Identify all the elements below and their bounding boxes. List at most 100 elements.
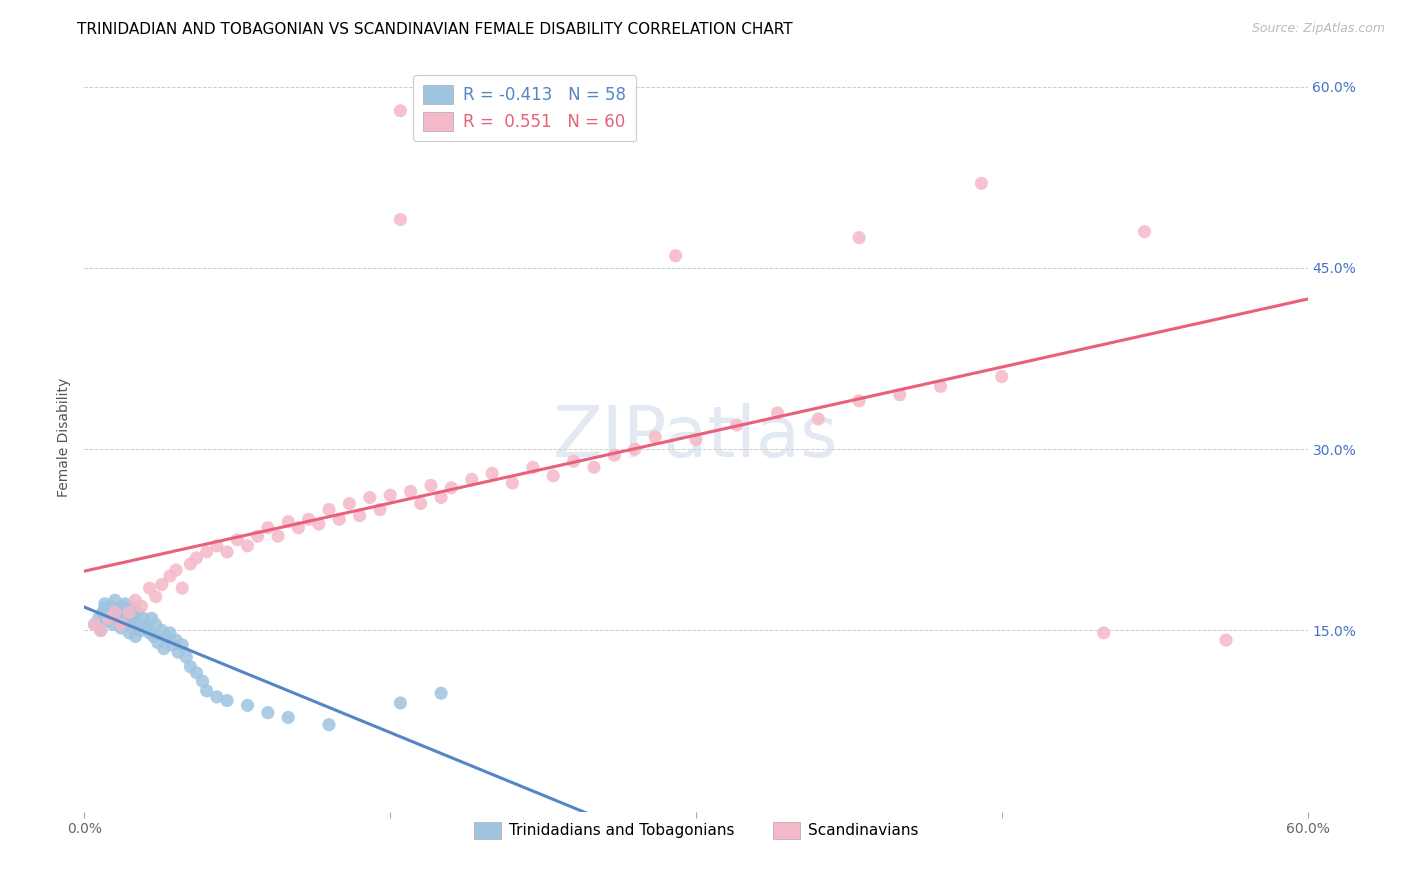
Point: [389, 696, 412, 710]
Point: [246, 529, 269, 543]
Point: [179, 659, 201, 673]
Point: [186, 665, 208, 680]
Point: [461, 472, 484, 486]
Point: [991, 369, 1014, 384]
Point: [318, 717, 340, 731]
Point: [110, 621, 132, 635]
Point: [87, 611, 110, 625]
Point: [167, 645, 190, 659]
Point: [236, 539, 259, 553]
Point: [359, 491, 381, 505]
Point: [848, 393, 870, 408]
Point: [160, 638, 183, 652]
Point: [1092, 625, 1115, 640]
Y-axis label: Female Disability: Female Disability: [58, 377, 72, 497]
Text: ZIPatlas: ZIPatlas: [553, 402, 839, 472]
Point: [120, 599, 142, 614]
Point: [146, 635, 169, 649]
Point: [141, 611, 163, 625]
Point: [110, 599, 132, 614]
Point: [217, 545, 239, 559]
Point: [145, 590, 167, 604]
Point: [118, 625, 141, 640]
Point: [114, 617, 136, 632]
Point: [889, 388, 911, 402]
Point: [91, 605, 114, 619]
Point: [104, 593, 127, 607]
Point: [150, 624, 173, 638]
Point: [131, 624, 153, 638]
Point: [389, 212, 412, 227]
Point: [110, 617, 132, 632]
Point: [766, 406, 789, 420]
Point: [186, 550, 208, 565]
Point: [409, 497, 432, 511]
Point: [191, 674, 214, 689]
Point: [339, 497, 361, 511]
Point: [522, 460, 544, 475]
Point: [1215, 633, 1237, 648]
Text: TRINIDADIAN AND TOBAGONIAN VS SCANDINAVIAN FEMALE DISABILITY CORRELATION CHART: TRINIDADIAN AND TOBAGONIAN VS SCANDINAVI…: [77, 22, 793, 37]
Point: [128, 617, 150, 632]
Point: [380, 488, 402, 502]
Point: [93, 597, 115, 611]
Point: [1133, 225, 1156, 239]
Legend: Trinidadians and Tobagonians, Scandinavians: Trinidadians and Tobagonians, Scandinavi…: [468, 815, 924, 846]
Point: [90, 624, 112, 638]
Point: [145, 617, 167, 632]
Point: [114, 597, 136, 611]
Point: [93, 601, 115, 615]
Point: [104, 611, 127, 625]
Point: [124, 593, 146, 607]
Point: [100, 599, 122, 614]
Point: [135, 617, 157, 632]
Point: [131, 599, 153, 614]
Point: [257, 706, 280, 720]
Point: [624, 442, 647, 457]
Point: [583, 460, 606, 475]
Point: [122, 609, 145, 624]
Point: [543, 468, 565, 483]
Point: [153, 641, 176, 656]
Point: [97, 611, 120, 625]
Point: [430, 686, 453, 700]
Point: [725, 417, 748, 432]
Point: [267, 529, 290, 543]
Point: [172, 638, 194, 652]
Point: [399, 484, 422, 499]
Point: [127, 605, 149, 619]
Point: [205, 539, 228, 553]
Point: [287, 521, 309, 535]
Point: [389, 103, 412, 118]
Point: [298, 512, 321, 526]
Point: [430, 491, 453, 505]
Point: [665, 249, 688, 263]
Point: [138, 625, 160, 640]
Point: [104, 605, 127, 619]
Point: [132, 611, 155, 625]
Point: [165, 633, 187, 648]
Point: [217, 693, 239, 707]
Point: [118, 605, 141, 619]
Point: [420, 478, 443, 492]
Point: [115, 605, 138, 619]
Point: [970, 176, 993, 190]
Point: [174, 650, 197, 665]
Point: [205, 690, 228, 704]
Point: [83, 617, 105, 632]
Point: [318, 502, 340, 516]
Point: [644, 430, 666, 444]
Point: [159, 625, 181, 640]
Point: [929, 379, 952, 393]
Text: Source: ZipAtlas.com: Source: ZipAtlas.com: [1251, 22, 1385, 36]
Point: [138, 581, 160, 595]
Point: [118, 611, 141, 625]
Point: [108, 614, 131, 628]
Point: [155, 630, 177, 644]
Point: [101, 617, 124, 632]
Point: [179, 557, 201, 571]
Point: [165, 563, 187, 577]
Point: [150, 577, 173, 591]
Point: [349, 508, 371, 523]
Point: [97, 609, 120, 624]
